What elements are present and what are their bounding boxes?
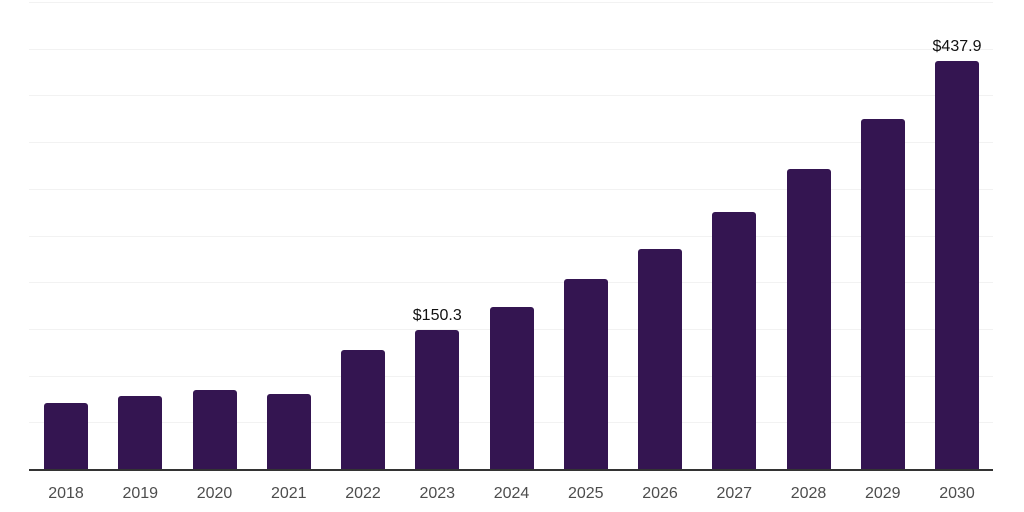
bar-slot-2025 xyxy=(563,279,608,470)
x-tick-2030: 2030 xyxy=(939,485,975,502)
gridline-450 xyxy=(29,48,993,50)
bars-row: $150.3 $437.9 xyxy=(44,3,982,470)
gridline-350 xyxy=(29,142,993,144)
bar-2021 xyxy=(266,393,311,470)
bar-2029 xyxy=(860,118,905,470)
x-tick-2029: 2029 xyxy=(864,485,901,502)
bar-slot-2026 xyxy=(638,249,682,470)
gridline-250 xyxy=(29,235,993,237)
bar-slot-2028 xyxy=(786,168,831,470)
gridline-300 xyxy=(29,188,993,190)
gridline-500 xyxy=(29,2,993,3)
bar-2030 xyxy=(935,61,979,470)
bar-2020 xyxy=(192,390,237,470)
bar-2018 xyxy=(44,402,88,470)
x-tick-2023: 2023 xyxy=(419,485,456,502)
bar-2026 xyxy=(638,249,682,470)
x-tick-2020: 2020 xyxy=(196,485,233,502)
bar-slot-2021 xyxy=(266,393,311,470)
bar-slot-2027 xyxy=(712,212,757,470)
data-label-2023: $150.3 xyxy=(412,306,462,324)
x-tick-2019: 2019 xyxy=(122,485,159,502)
bar-2022 xyxy=(341,350,385,470)
x-tick-2022: 2022 xyxy=(345,485,381,502)
bar-slot-2023: $150.3 xyxy=(412,306,462,470)
x-axis-labels: 2018 2019 2020 2021 2022 2023 2024 2025 2026 2027… xyxy=(44,484,979,503)
bar-2028 xyxy=(786,168,831,470)
bar-slot-2020 xyxy=(192,390,237,470)
bar-slot-2024 xyxy=(489,307,534,470)
x-tick-2028: 2028 xyxy=(790,485,827,502)
bar-slot-2022 xyxy=(341,350,385,470)
bar-2024 xyxy=(489,307,534,470)
gridline-200 xyxy=(29,282,993,284)
bar-2027 xyxy=(712,212,757,470)
bar-slot-2029 xyxy=(860,118,905,470)
bar-2023 xyxy=(415,329,460,470)
plot-area: $150.3 $437.9 xyxy=(29,2,993,471)
x-tick-2018: 2018 xyxy=(48,485,84,502)
x-tick-2025: 2025 xyxy=(567,485,604,502)
x-tick-2024: 2024 xyxy=(493,485,530,502)
gridline-400 xyxy=(29,95,993,97)
bar-2025 xyxy=(563,279,608,470)
bar-2019 xyxy=(118,395,163,470)
x-tick-2026: 2026 xyxy=(642,485,678,502)
data-label-2030: $437.9 xyxy=(932,38,982,56)
bar-slot-2018 xyxy=(44,402,88,470)
x-axis-line xyxy=(29,469,993,471)
bar-slot-2019 xyxy=(118,395,163,470)
x-tick-2027: 2027 xyxy=(716,485,753,502)
x-tick-2021: 2021 xyxy=(270,485,307,502)
bar-slot-2030: $437.9 xyxy=(932,38,982,470)
